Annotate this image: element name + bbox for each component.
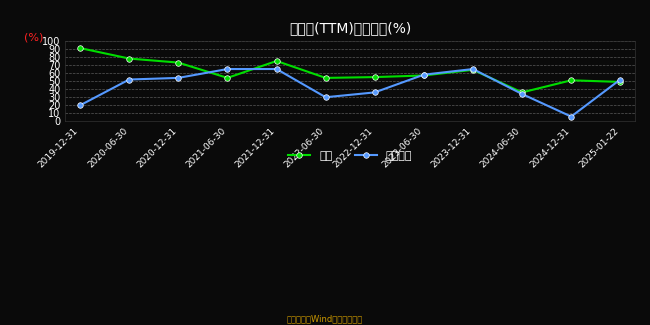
行业均值 [371,90,379,94]
Title: 市销率(TTM)历史分位(%): 市销率(TTM)历史分位(%) [289,21,411,35]
公司 [616,80,624,84]
公司 [76,46,84,50]
Line: 行业均值: 行业均值 [77,66,623,119]
行业均值 [272,67,280,71]
行业均值 [174,76,182,80]
公司 [322,76,330,80]
Text: 数据来源：Wind生意参谋数据: 数据来源：Wind生意参谋数据 [287,315,363,324]
公司 [174,61,182,65]
行业均值 [469,67,477,71]
Text: (%): (%) [25,32,44,43]
行业均值 [125,78,133,82]
公司 [272,59,280,63]
Line: 公司: 公司 [77,45,623,95]
行业均值 [322,95,330,99]
公司 [518,90,526,94]
行业均值 [567,115,575,119]
行业均值 [518,92,526,96]
公司 [371,75,379,79]
行业均值 [420,73,428,77]
公司 [420,73,428,77]
公司 [224,76,231,80]
公司 [567,78,575,82]
公司 [469,68,477,72]
行业均值 [224,67,231,71]
行业均值 [76,103,84,107]
公司 [125,57,133,60]
Legend: 公司, 行业均值: 公司, 行业均值 [283,147,417,166]
行业均值 [616,78,624,82]
